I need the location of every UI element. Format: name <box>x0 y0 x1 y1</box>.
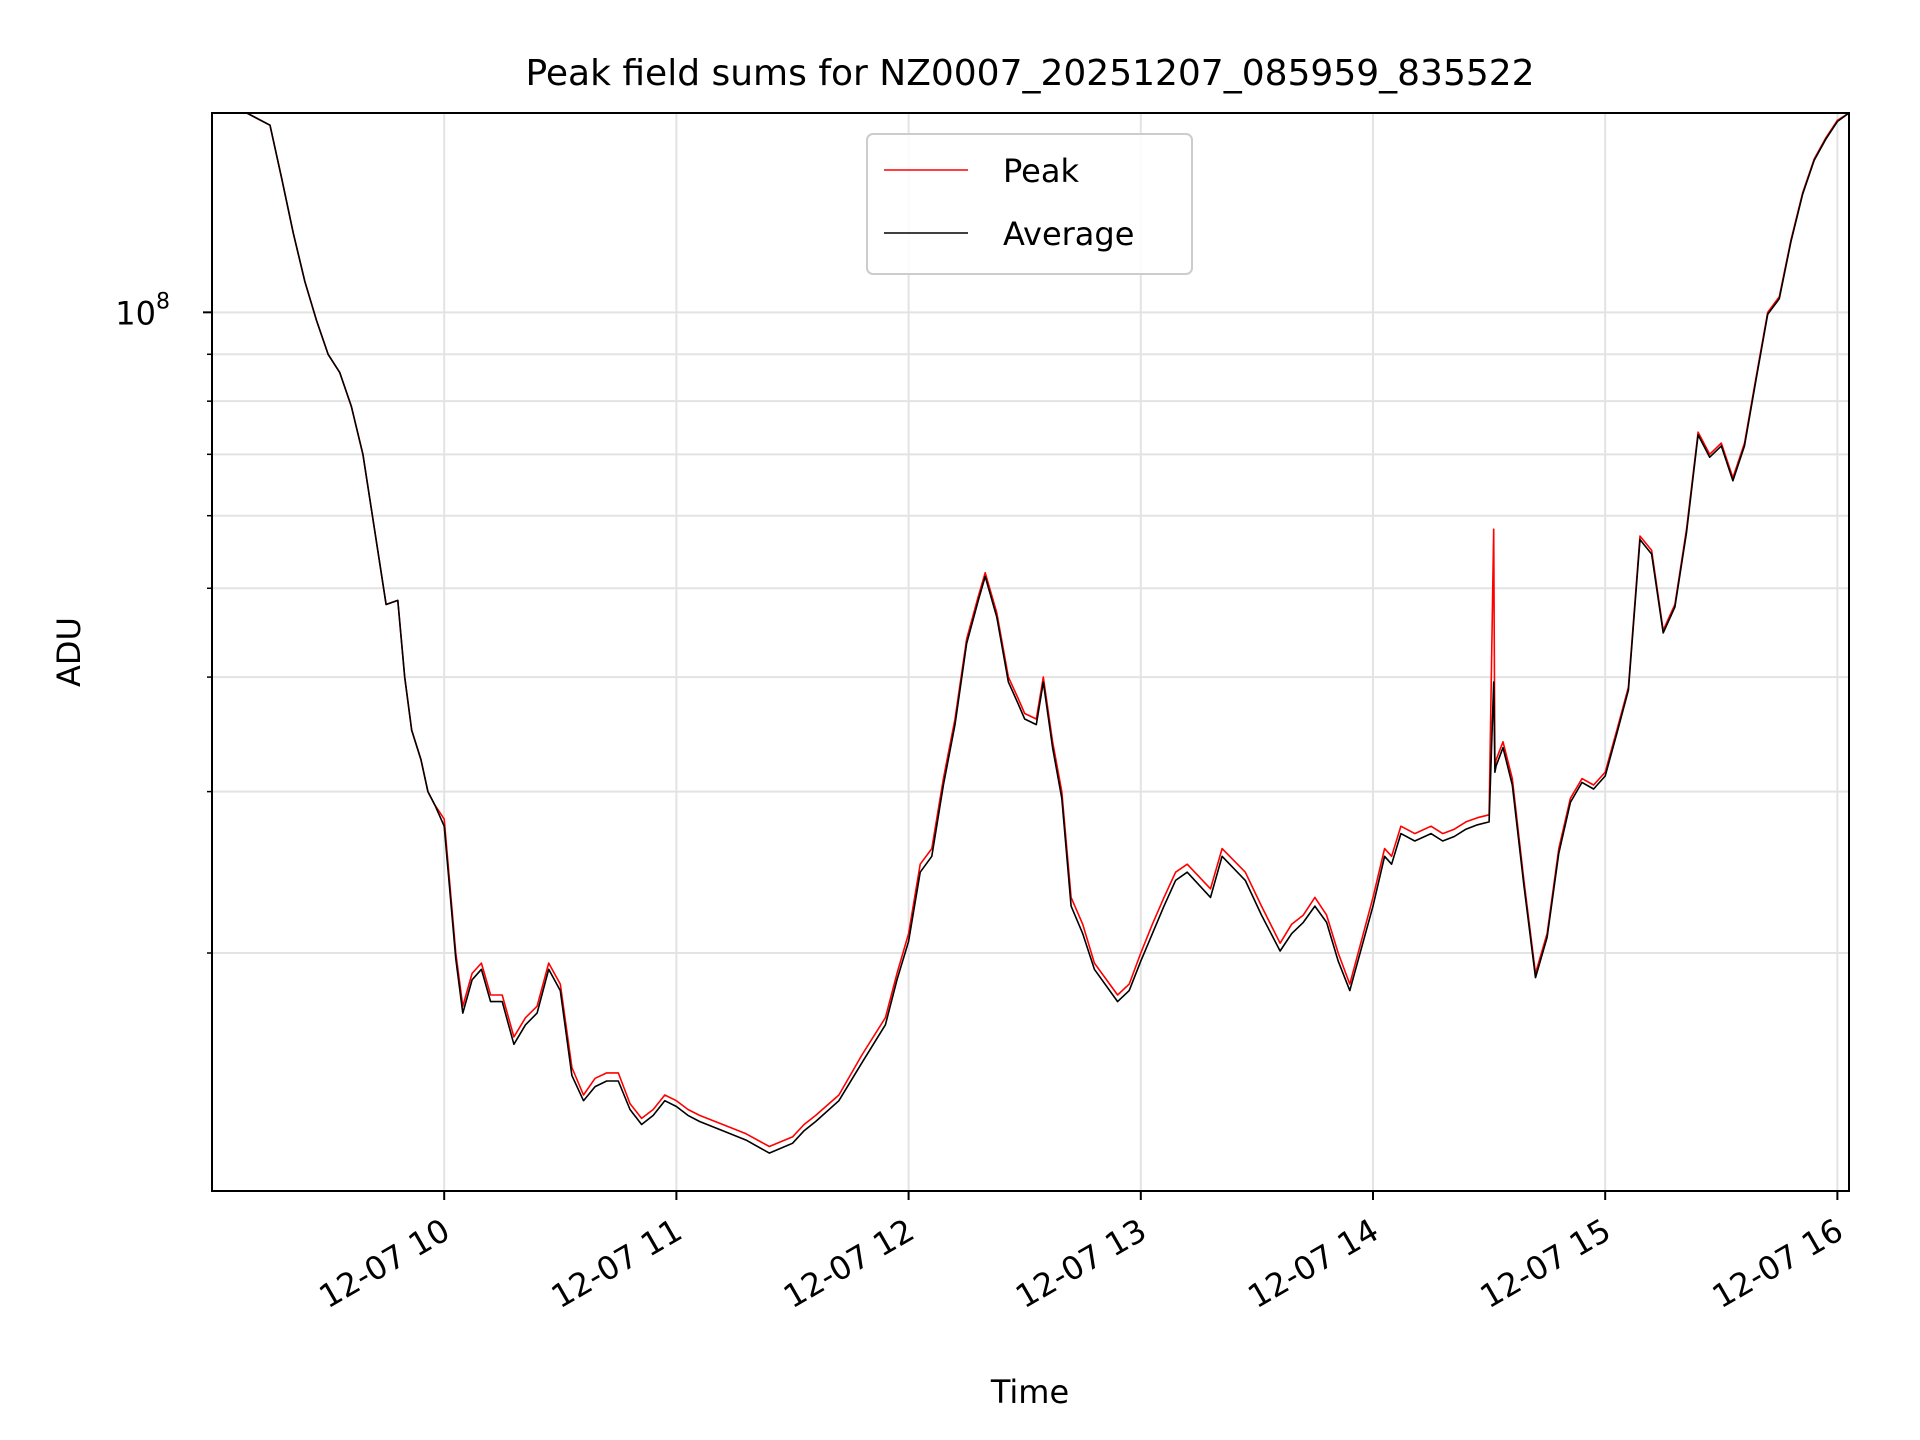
series-line-average <box>212 113 1849 1154</box>
chart-title: Peak field sums for NZ0007_20251207_0859… <box>525 53 1534 94</box>
legend-label-peak: Peak <box>1003 152 1079 190</box>
series-line-peak <box>212 113 1849 1148</box>
y-axis-label: ADU <box>50 617 88 687</box>
grid <box>212 113 1849 1191</box>
plot-frame <box>211 112 1850 1192</box>
y-tick-label-exponent: 8 <box>156 289 170 314</box>
y-axis-ticks: 10 8 <box>115 289 212 954</box>
legend-box <box>866 133 1193 275</box>
y-tick-label-base: 10 <box>115 294 156 332</box>
legend: Peak Average <box>866 133 1193 275</box>
legend-label-average: Average <box>1003 215 1134 253</box>
series-layer <box>212 113 1849 1154</box>
x-axis-label: Time <box>990 1373 1069 1411</box>
